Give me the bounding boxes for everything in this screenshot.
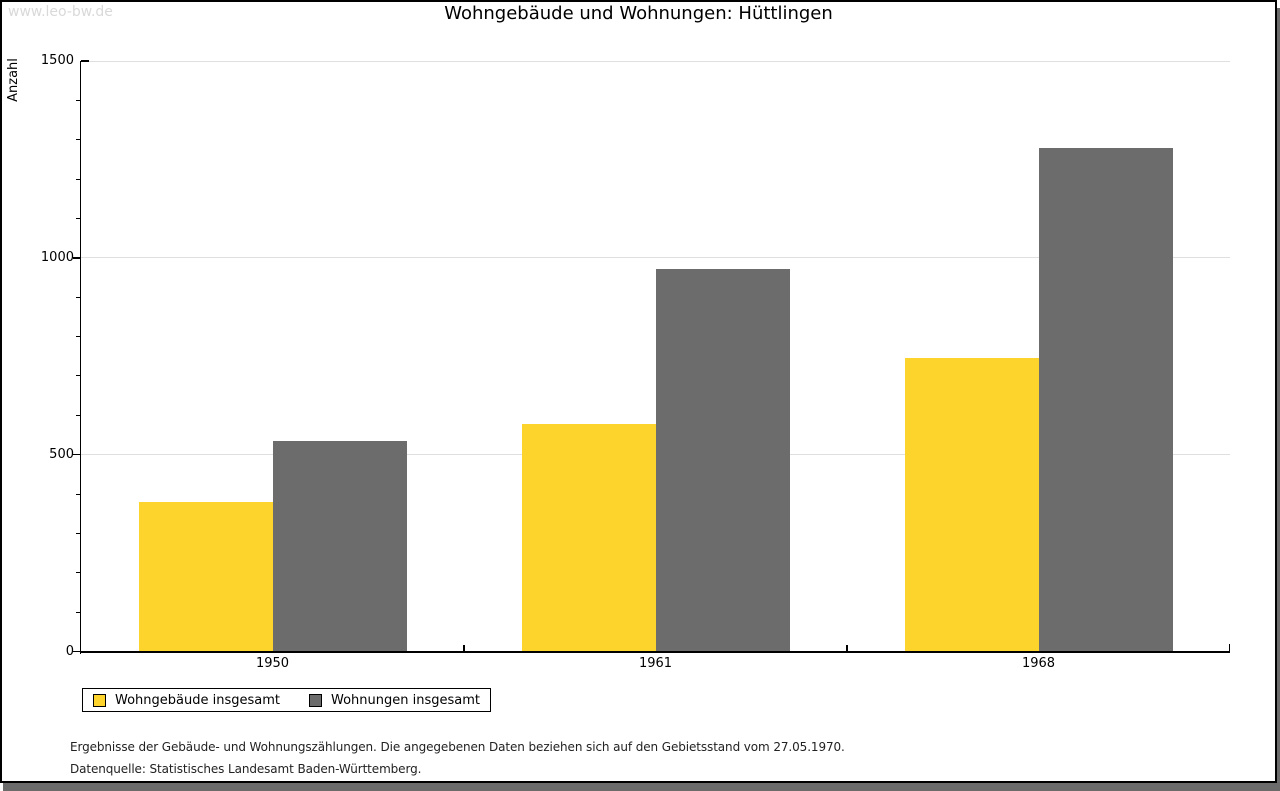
legend: Wohngebäude insgesamt Wohnungen insgesam… bbox=[82, 688, 491, 712]
y-tick-label-0: 0 bbox=[65, 643, 74, 659]
y-axis-top-cap bbox=[81, 60, 89, 62]
bar-1950-wohnungen-insgesamt bbox=[272, 441, 407, 652]
bar-chart-plot-area: 0 500 1000 1500 1950 1961 1968 bbox=[2, 2, 1275, 781]
y-minor-tick-600 bbox=[76, 414, 81, 416]
bar-1961-wohngebaeude-insgesamt bbox=[521, 423, 656, 652]
bar-1968-wohnungen-insgesamt bbox=[1038, 147, 1173, 652]
legend-swatch-yellow bbox=[93, 693, 106, 707]
y-minor-tick-900 bbox=[76, 296, 81, 298]
legend-item-wohngebaeude: Wohngebäude insgesamt bbox=[93, 693, 280, 708]
legend-item-wohnungen: Wohnungen insgesamt bbox=[309, 693, 480, 708]
footnote-line-1: Ergebnisse der Gebäude- und Wohnungszähl… bbox=[70, 740, 845, 754]
y-minor-tick-1200 bbox=[76, 178, 81, 180]
y-minor-tick-800 bbox=[76, 336, 81, 338]
legend-swatch-gray bbox=[309, 693, 322, 707]
bar-1968-wohngebaeude-insgesamt bbox=[904, 358, 1039, 652]
y-tick-label-500: 500 bbox=[49, 446, 74, 462]
x-tick-label-1968: 1968 bbox=[1021, 656, 1056, 671]
watermark-text: www.leo-bw.de bbox=[8, 4, 113, 20]
x-axis-end-cap bbox=[1228, 643, 1230, 651]
bar-1950-wohngebaeude-insgesamt bbox=[138, 501, 273, 652]
x-tick-label-1961: 1961 bbox=[638, 656, 673, 671]
x-axis-line bbox=[79, 650, 1230, 653]
x-divider-tick-2 bbox=[846, 645, 848, 651]
y-tick-label-1000: 1000 bbox=[40, 249, 74, 265]
y-minor-tick-200 bbox=[76, 572, 81, 574]
page-title: Wohngebäude und Wohnungen: Hüttlingen bbox=[444, 3, 833, 24]
y-minor-tick-100 bbox=[76, 611, 81, 613]
y-minor-tick-400 bbox=[76, 493, 81, 495]
y-minor-tick-1400 bbox=[76, 99, 81, 101]
x-tick-label-1950: 1950 bbox=[255, 656, 290, 671]
y-major-tick-500 bbox=[73, 453, 81, 456]
y-minor-tick-700 bbox=[76, 375, 81, 377]
legend-label-wohngebaeude: Wohngebäude insgesamt bbox=[115, 692, 280, 708]
footnote-line-2: Datenquelle: Statistisches Landesamt Bad… bbox=[70, 762, 422, 776]
y-major-tick-1000 bbox=[73, 257, 81, 259]
y-minor-tick-1300 bbox=[76, 139, 81, 141]
y-axis-line bbox=[79, 61, 81, 654]
y-minor-tick-1100 bbox=[76, 217, 81, 219]
y-major-tick-0 bbox=[73, 650, 81, 653]
y-tick-label-1500: 1500 bbox=[40, 53, 74, 68]
bar-1961-wohnungen-insgesamt bbox=[655, 268, 790, 652]
x-divider-tick-1 bbox=[463, 645, 465, 651]
gridline-1500 bbox=[81, 60, 1230, 62]
legend-label-wohnungen: Wohnungen insgesamt bbox=[331, 692, 480, 708]
y-minor-tick-300 bbox=[76, 532, 81, 534]
gridline-1000 bbox=[81, 257, 1230, 259]
